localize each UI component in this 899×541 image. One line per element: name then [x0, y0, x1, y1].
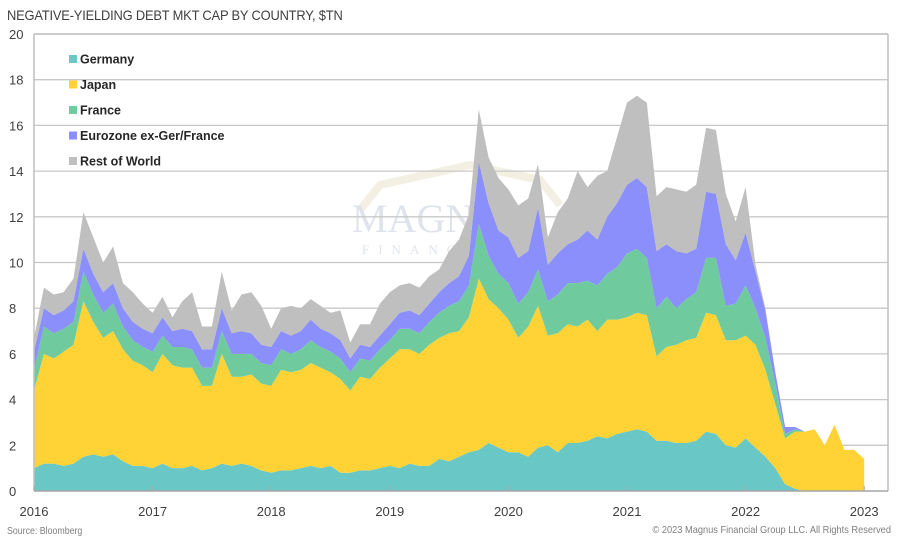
- legend-label: France: [80, 104, 121, 118]
- area-series-germany: [34, 429, 865, 491]
- y-tick-label: 16: [9, 118, 23, 133]
- x-tick-label: 2018: [257, 504, 286, 519]
- x-tick-label: 2022: [731, 504, 760, 519]
- x-tick-label: 2021: [613, 504, 642, 519]
- y-tick-label: 12: [9, 210, 23, 225]
- x-tick-label: 2020: [494, 504, 523, 519]
- area-series-rest-of-world: [34, 95, 865, 459]
- y-tick-label: 20: [9, 27, 23, 42]
- legend-swatch: [69, 157, 77, 165]
- chart-title: NEGATIVE-YIELDING DEBT MKT CAP BY COUNTR…: [7, 7, 343, 23]
- watermark-arc: [356, 160, 564, 213]
- legend-label: Japan: [80, 78, 116, 92]
- legend-swatch: [69, 55, 77, 63]
- y-tick-label: 18: [9, 73, 23, 88]
- y-tick-label: 0: [9, 484, 16, 499]
- copyright-note: © 2023 Magnus Financial Group LLC. All R…: [652, 524, 891, 536]
- y-tick-label: 10: [9, 256, 23, 271]
- x-tick-label: 2016: [20, 504, 49, 519]
- y-tick-label: 8: [9, 301, 16, 316]
- legend-label: Germany: [80, 53, 134, 67]
- y-tick-label: 4: [9, 393, 16, 408]
- legend-swatch: [69, 106, 77, 114]
- legend-swatch: [69, 131, 77, 140]
- source-note: Source: Bloomberg: [7, 526, 83, 537]
- y-tick-label: 6: [9, 347, 16, 362]
- legend-label: Eurozone ex-Ger/France: [80, 129, 225, 143]
- x-tick-label: 2017: [138, 504, 167, 519]
- x-tick-label: 2019: [375, 504, 404, 519]
- y-tick-label: 2: [9, 438, 16, 453]
- legend-swatch: [69, 80, 77, 89]
- x-tick-label: 2023: [850, 504, 879, 519]
- y-tick-label: 14: [9, 164, 23, 179]
- area-series-japan: [34, 278, 865, 491]
- legend-label: Rest of World: [80, 155, 161, 169]
